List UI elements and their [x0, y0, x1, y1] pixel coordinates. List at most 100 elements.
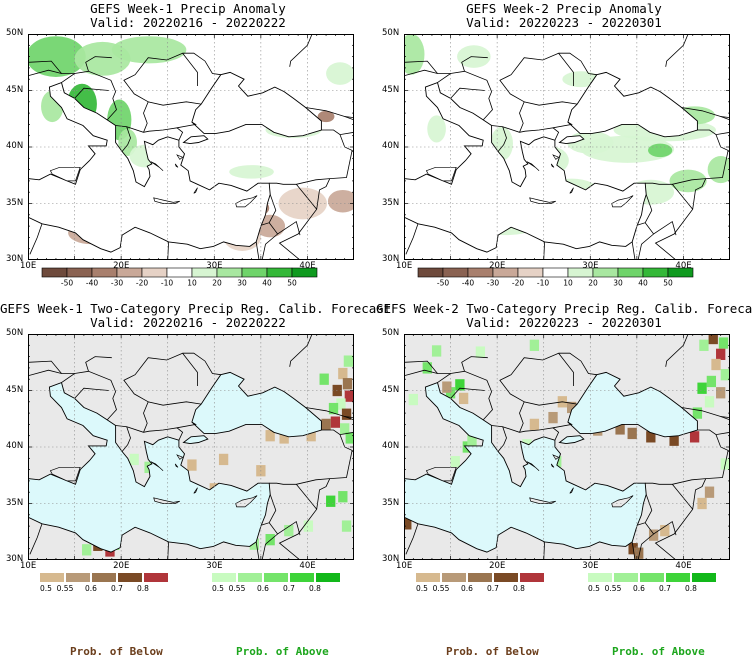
lon-tick-label: 10E	[396, 261, 413, 271]
probability-cell	[306, 430, 316, 442]
country-border	[644, 220, 677, 236]
lon-tick-label: 20E	[113, 561, 130, 571]
panel-valid-dates: Valid: 20220216 - 20220222	[90, 15, 286, 30]
probability-cell	[646, 431, 656, 443]
probability-cell	[669, 434, 679, 446]
country-border	[437, 370, 493, 421]
sea	[182, 135, 209, 145]
country-border	[671, 184, 694, 210]
probability-cell	[330, 416, 341, 428]
country-border	[123, 352, 198, 403]
country-border	[85, 56, 112, 72]
country-border	[404, 60, 451, 74]
sea	[182, 435, 209, 445]
probability-cell	[326, 495, 336, 507]
country-border	[261, 194, 277, 226]
probability-cell	[697, 497, 707, 510]
panel-valid-dates: Valid: 20220216 - 20220222	[90, 315, 286, 330]
probability-cell	[265, 430, 275, 442]
country-border	[255, 241, 260, 260]
probability-cell	[343, 355, 354, 367]
probability-cell	[129, 453, 139, 466]
country-border	[637, 533, 654, 560]
panel-valid-dates: Valid: 20220223 - 20220301	[466, 15, 662, 30]
map-week2-anomaly	[404, 34, 730, 260]
country-border	[491, 125, 507, 152]
country-border	[405, 223, 419, 255]
panel-week2-probability: GEFS Week-2 Two-Category Precip Reg. Cal…	[376, 300, 752, 600]
lat-tick-label: 50N	[6, 328, 24, 338]
country-border	[720, 416, 730, 418]
island	[153, 197, 180, 204]
country-border	[644, 520, 677, 536]
prob-above-label: Prob. of Above	[612, 645, 705, 658]
anomaly-area	[427, 115, 446, 143]
country-border	[344, 116, 354, 118]
probability-cell	[718, 337, 729, 349]
island	[49, 466, 81, 482]
anomaly-area	[111, 36, 187, 64]
lat-tick-label: 35N	[382, 197, 400, 208]
anomaly-area	[648, 143, 673, 158]
probability-cell	[344, 390, 354, 402]
probability-cell	[660, 524, 670, 537]
probability-cell	[699, 339, 709, 351]
country-border	[405, 523, 419, 555]
probability-cell	[704, 486, 715, 498]
lon-tick-label: 20E	[489, 561, 506, 571]
country-border	[269, 450, 353, 485]
country-border	[261, 494, 277, 526]
lon-tick-label: 30E	[206, 261, 223, 271]
country-border	[115, 425, 131, 452]
sea	[558, 435, 585, 445]
panel-valid-dates: Valid: 20220223 - 20220301	[466, 315, 662, 330]
country-border	[344, 416, 354, 418]
country-border	[176, 421, 197, 429]
country-border	[654, 478, 707, 560]
lat-tick-label: 40N	[6, 141, 24, 151]
lat-tick-label: 50N	[6, 28, 24, 38]
island	[235, 195, 258, 208]
probability-cell	[706, 375, 717, 388]
country-border	[74, 387, 110, 399]
probability-cell	[455, 379, 465, 391]
lat-tick-label: 35N	[382, 497, 400, 508]
island	[526, 461, 540, 471]
island	[529, 197, 556, 204]
country-border	[665, 334, 689, 367]
country-border	[645, 450, 729, 485]
panel-title: GEFS Week-1 Precip Anomaly	[90, 1, 286, 16]
country-border	[437, 70, 493, 121]
country-border	[182, 52, 221, 76]
sea	[28, 82, 271, 253]
prob-above-label: Prob. of Above	[236, 645, 329, 658]
lat-tick-label: 50N	[382, 328, 400, 338]
probability-cell	[328, 402, 339, 415]
probability-cell	[218, 453, 229, 466]
country-border	[637, 494, 653, 526]
panel-week2-anomaly: GEFS Week-2 Precip Anomaly Valid: 202202…	[376, 0, 752, 300]
lon-tick-label: 20E	[489, 261, 506, 271]
lat-tick-label: 40N	[382, 441, 400, 451]
country-border	[631, 241, 636, 260]
sea	[28, 382, 271, 553]
sea	[191, 371, 322, 438]
probability-cell	[648, 529, 659, 541]
lat-tick-label: 30N	[382, 254, 400, 264]
probability-cell	[634, 547, 644, 559]
lat-tick-label: 45N	[6, 84, 24, 95]
country-border	[61, 370, 117, 421]
country-border	[461, 56, 488, 72]
map-week1-probability	[28, 334, 354, 560]
probability-cell	[692, 407, 703, 419]
country-border	[499, 52, 574, 103]
country-border	[28, 69, 62, 77]
country-border	[295, 184, 318, 210]
probability-cell	[697, 382, 707, 394]
country-border	[115, 125, 131, 152]
panel-title: GEFS Week-2 Two-Category Precip Reg. Cal…	[376, 301, 752, 316]
country-border	[305, 407, 354, 421]
probability-cell	[279, 432, 289, 444]
country-border	[552, 421, 573, 429]
probability-cell	[319, 373, 329, 385]
